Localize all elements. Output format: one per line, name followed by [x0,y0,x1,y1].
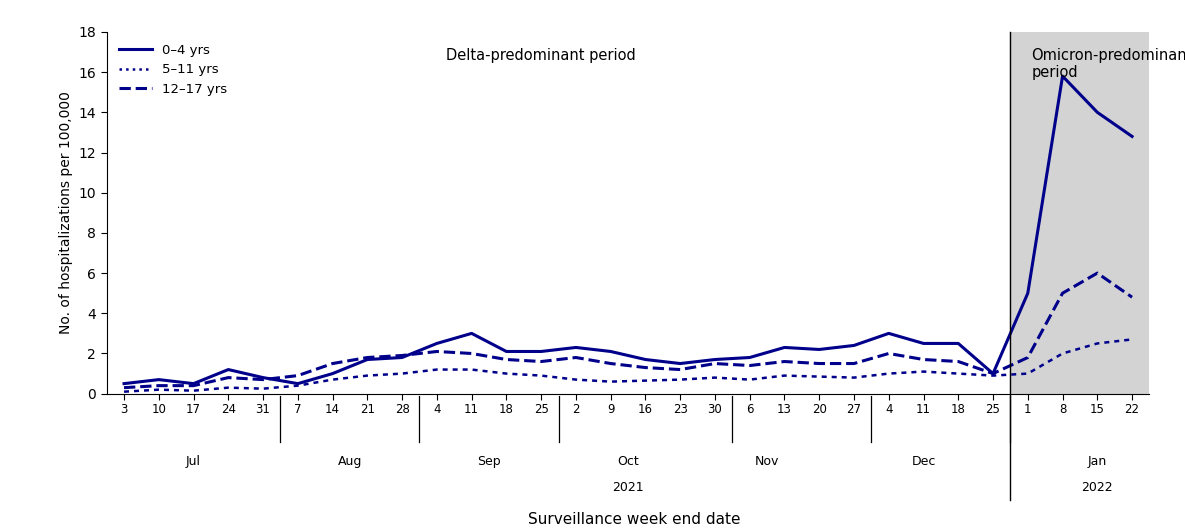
Text: Jan: Jan [1088,455,1107,468]
Legend: 0–4 yrs, 5–11 yrs, 12–17 yrs: 0–4 yrs, 5–11 yrs, 12–17 yrs [114,38,232,101]
Text: Omicron-predominant
period: Omicron-predominant period [1031,48,1185,80]
Text: 2021: 2021 [613,481,643,494]
Text: Sep: Sep [478,455,501,468]
Text: Jul: Jul [186,455,201,468]
Text: Oct: Oct [617,455,639,468]
Text: 2022: 2022 [1082,481,1113,494]
Text: Nov: Nov [755,455,780,468]
Text: Aug: Aug [338,455,363,468]
Text: Delta-predominant period: Delta-predominant period [447,48,636,63]
Text: Dec: Dec [911,455,936,468]
Y-axis label: No. of hospitalizations per 100,000: No. of hospitalizations per 100,000 [59,92,73,334]
Text: Surveillance week end date: Surveillance week end date [527,512,741,527]
Bar [1011,32,1149,394]
